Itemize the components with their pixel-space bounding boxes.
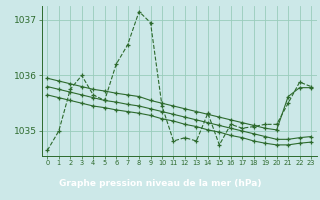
Text: Graphe pression niveau de la mer (hPa): Graphe pression niveau de la mer (hPa) — [59, 179, 261, 188]
